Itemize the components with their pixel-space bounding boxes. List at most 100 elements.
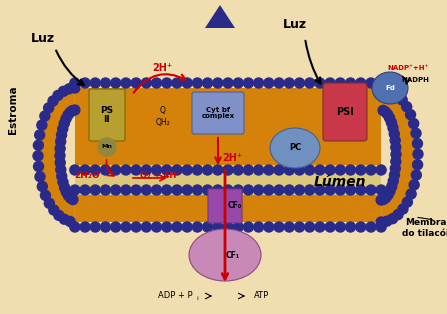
Circle shape [274, 78, 284, 88]
Circle shape [335, 78, 346, 88]
Circle shape [61, 114, 71, 124]
Circle shape [40, 111, 50, 121]
Circle shape [121, 185, 131, 195]
Circle shape [44, 198, 55, 208]
Circle shape [244, 78, 253, 88]
Circle shape [80, 78, 90, 88]
Circle shape [56, 165, 66, 175]
Circle shape [111, 165, 121, 175]
Circle shape [315, 78, 325, 88]
Circle shape [264, 165, 274, 175]
Circle shape [409, 180, 419, 190]
Circle shape [213, 78, 223, 88]
Text: Luz: Luz [283, 19, 307, 31]
Circle shape [253, 78, 264, 88]
Circle shape [172, 165, 182, 175]
Circle shape [405, 110, 416, 120]
Text: 2H⁺: 2H⁺ [152, 63, 172, 73]
Text: Luz: Luz [31, 31, 55, 45]
Circle shape [90, 165, 100, 175]
Circle shape [121, 165, 131, 175]
Circle shape [223, 165, 233, 175]
Circle shape [356, 78, 366, 88]
Circle shape [366, 78, 376, 88]
Circle shape [244, 185, 253, 195]
Text: Membrana
do tilacóide: Membrana do tilacóide [402, 218, 447, 238]
Circle shape [390, 164, 401, 173]
Text: NADP⁺+H⁺: NADP⁺+H⁺ [388, 65, 429, 71]
Circle shape [378, 106, 388, 115]
FancyBboxPatch shape [323, 83, 367, 141]
Circle shape [55, 143, 65, 154]
Circle shape [384, 113, 395, 123]
Circle shape [213, 222, 223, 232]
Circle shape [295, 78, 304, 88]
Circle shape [111, 78, 121, 88]
Circle shape [59, 118, 69, 128]
Circle shape [152, 185, 161, 195]
Circle shape [389, 170, 400, 180]
Circle shape [315, 185, 325, 195]
Circle shape [213, 185, 223, 195]
Text: QH₂: QH₂ [156, 118, 170, 127]
Circle shape [63, 110, 73, 120]
Circle shape [264, 185, 274, 195]
Ellipse shape [270, 128, 320, 168]
Circle shape [162, 185, 172, 195]
Circle shape [346, 165, 355, 175]
Circle shape [233, 78, 243, 88]
Circle shape [101, 165, 110, 175]
Text: Estroma: Estroma [8, 86, 18, 134]
Circle shape [64, 84, 74, 94]
Circle shape [202, 185, 213, 195]
Circle shape [305, 165, 315, 175]
Circle shape [131, 222, 141, 232]
Circle shape [131, 185, 141, 195]
Circle shape [253, 185, 264, 195]
Circle shape [213, 165, 223, 175]
Bar [75, 88, 381, 165]
Circle shape [90, 222, 100, 232]
Circle shape [172, 222, 182, 232]
Text: Fd: Fd [385, 85, 395, 91]
Circle shape [44, 103, 54, 113]
Circle shape [376, 165, 386, 175]
Circle shape [192, 185, 202, 195]
Circle shape [315, 165, 325, 175]
Circle shape [182, 222, 192, 232]
Circle shape [182, 78, 192, 88]
Circle shape [101, 222, 110, 232]
Circle shape [90, 78, 100, 88]
Bar [75, 195, 381, 222]
FancyBboxPatch shape [89, 89, 125, 141]
Bar [75, 195, 381, 222]
Circle shape [59, 182, 70, 192]
Circle shape [411, 128, 421, 138]
Circle shape [233, 222, 243, 232]
Circle shape [366, 185, 376, 195]
Circle shape [101, 78, 110, 88]
Circle shape [90, 185, 100, 195]
Bar [75, 88, 381, 165]
Circle shape [376, 185, 386, 195]
Circle shape [356, 185, 366, 195]
Circle shape [398, 204, 408, 214]
Text: 2H₂O: 2H₂O [74, 171, 100, 180]
Circle shape [192, 222, 202, 232]
Circle shape [390, 135, 400, 145]
Text: PSI: PSI [336, 107, 354, 117]
Circle shape [387, 86, 396, 96]
Text: i: i [196, 296, 198, 301]
FancyBboxPatch shape [192, 92, 244, 134]
Circle shape [152, 78, 161, 88]
Circle shape [65, 216, 75, 226]
Circle shape [63, 191, 73, 201]
Circle shape [48, 96, 58, 106]
Circle shape [182, 165, 192, 175]
Circle shape [131, 165, 141, 175]
Circle shape [101, 185, 110, 195]
Circle shape [111, 222, 121, 232]
Circle shape [376, 78, 386, 88]
Text: NADPH: NADPH [401, 77, 429, 83]
Circle shape [58, 177, 68, 187]
